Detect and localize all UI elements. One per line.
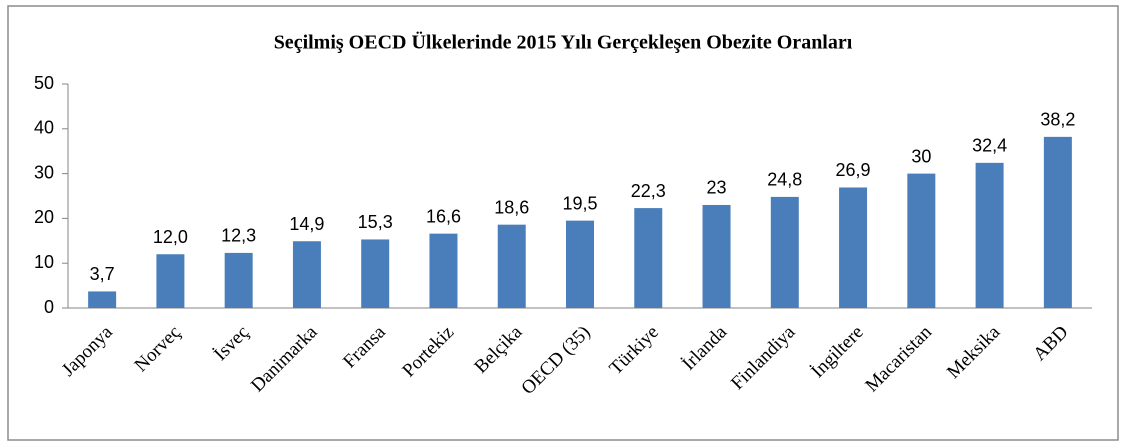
bar bbox=[1043, 136, 1072, 308]
y-tick-label: 40 bbox=[34, 118, 54, 138]
bar bbox=[156, 254, 185, 308]
value-label: 12,3 bbox=[221, 226, 256, 246]
value-label: 16,6 bbox=[426, 206, 461, 226]
value-label: 23 bbox=[707, 178, 727, 198]
value-label: 15,3 bbox=[358, 212, 393, 232]
value-label: 32,4 bbox=[972, 136, 1007, 156]
value-label: 24,8 bbox=[767, 170, 802, 190]
bar bbox=[770, 196, 799, 308]
y-tick-label: 50 bbox=[34, 73, 54, 93]
bar bbox=[497, 224, 526, 308]
bar bbox=[292, 241, 321, 308]
bar bbox=[88, 291, 117, 308]
bar bbox=[702, 204, 731, 308]
value-label: 3,7 bbox=[90, 264, 115, 284]
y-tick-label: 0 bbox=[44, 297, 54, 317]
value-label: 38,2 bbox=[1040, 110, 1075, 130]
bar bbox=[224, 252, 253, 308]
value-label: 26,9 bbox=[836, 160, 871, 180]
bar bbox=[566, 220, 594, 308]
bar bbox=[634, 208, 663, 308]
bar bbox=[361, 239, 390, 308]
y-tick-label: 30 bbox=[34, 162, 54, 182]
chart-title: Seçilmiş OECD Ülkelerinde 2015 Yılı Gerç… bbox=[274, 31, 853, 54]
value-label: 12,0 bbox=[153, 227, 188, 247]
bar bbox=[907, 173, 936, 308]
y-tick-label: 20 bbox=[34, 207, 54, 227]
bar bbox=[839, 187, 868, 308]
value-label: 19,5 bbox=[562, 193, 597, 213]
bar bbox=[975, 162, 1004, 308]
value-label: 22,3 bbox=[631, 181, 666, 201]
bar bbox=[429, 233, 458, 308]
y-tick-label: 10 bbox=[34, 252, 54, 272]
value-label: 14,9 bbox=[289, 214, 324, 234]
value-label: 18,6 bbox=[494, 197, 529, 217]
value-label: 30 bbox=[911, 146, 931, 166]
